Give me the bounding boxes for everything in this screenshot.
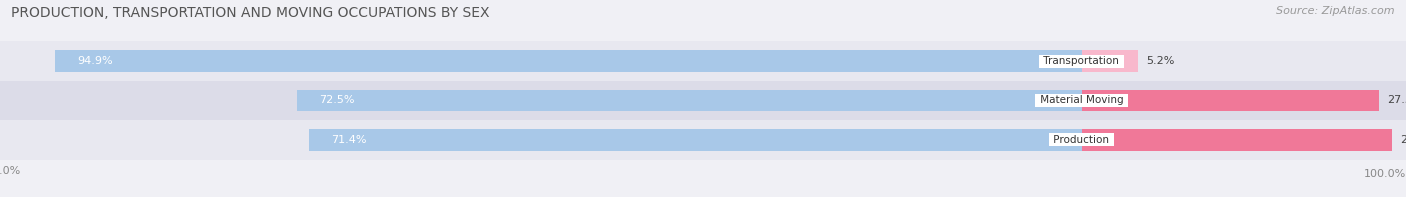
Bar bbox=[0, 120, 1406, 160]
Text: 28.7%: 28.7% bbox=[1400, 135, 1406, 145]
Bar bbox=[0, 81, 1406, 120]
Text: 72.5%: 72.5% bbox=[319, 96, 354, 105]
Text: 5.2%: 5.2% bbox=[1146, 56, 1175, 66]
Bar bbox=[1081, 129, 1392, 151]
Bar bbox=[0, 41, 1406, 81]
Bar bbox=[1081, 90, 1379, 111]
Bar bbox=[309, 129, 1081, 151]
Text: Material Moving: Material Moving bbox=[1036, 96, 1126, 105]
Text: PRODUCTION, TRANSPORTATION AND MOVING OCCUPATIONS BY SEX: PRODUCTION, TRANSPORTATION AND MOVING OC… bbox=[11, 6, 489, 20]
Text: 71.4%: 71.4% bbox=[330, 135, 367, 145]
Text: 100.0%: 100.0% bbox=[1364, 169, 1406, 179]
Bar bbox=[298, 90, 1081, 111]
Text: Source: ZipAtlas.com: Source: ZipAtlas.com bbox=[1277, 6, 1395, 16]
Bar bbox=[1081, 50, 1137, 72]
Text: 27.5%: 27.5% bbox=[1388, 96, 1406, 105]
Text: Transportation: Transportation bbox=[1040, 56, 1122, 66]
Text: 94.9%: 94.9% bbox=[77, 56, 112, 66]
Text: Production: Production bbox=[1050, 135, 1112, 145]
Bar bbox=[55, 50, 1081, 72]
